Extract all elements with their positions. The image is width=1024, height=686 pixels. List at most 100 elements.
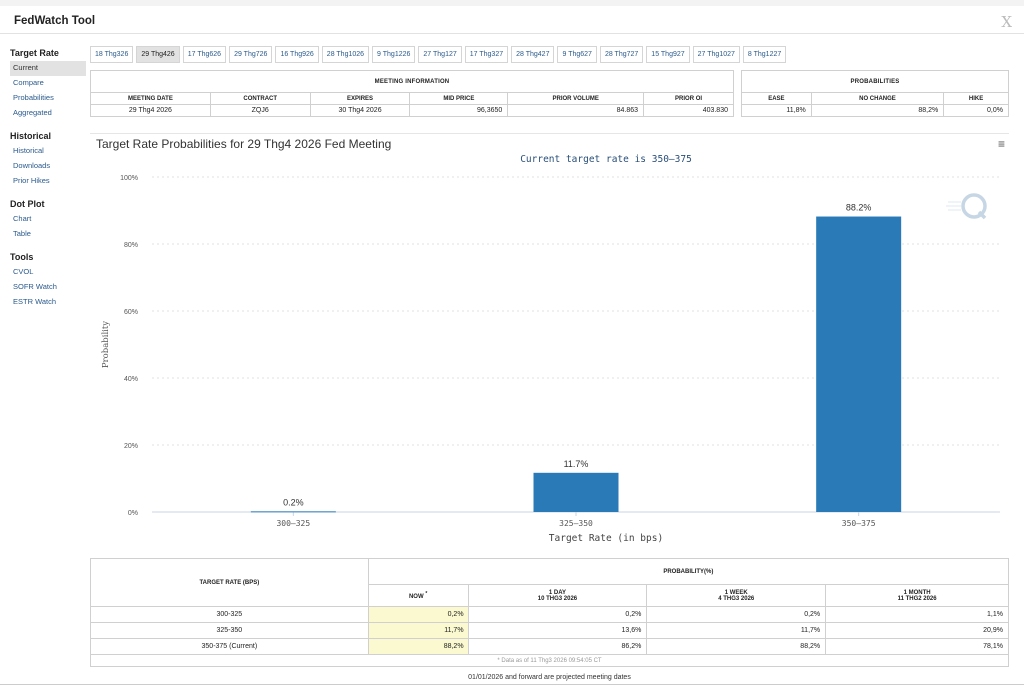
week-cell: 11,7% bbox=[646, 622, 827, 639]
y-tick-label: 0% bbox=[128, 510, 138, 517]
meeting-date-tabs: 18 Thg326 29 Thg426 17 Thg626 29 Thg726 16 T… bbox=[90, 46, 787, 63]
y-tick-label: 60% bbox=[124, 309, 138, 316]
meeting-date-tab[interactable]: 8 Thg1227 bbox=[742, 46, 787, 63]
sidebar-item-cvol[interactable]: CVOL bbox=[13, 267, 34, 276]
month-cell: 20,9% bbox=[825, 622, 1009, 639]
probabilities-table: PROBABILITIES EASE NO CHANGE HIKE 11,8% … bbox=[741, 70, 1009, 117]
rate-cell: 300-325 bbox=[90, 606, 369, 623]
col-no-change: NO CHANGE bbox=[810, 92, 945, 105]
probability-history-table: TARGET RATE (BPS) PROBABILITY(%) NOW * 1… bbox=[90, 558, 1010, 667]
col-mid-price: MID PRICE bbox=[409, 92, 509, 105]
sidebar-item-chart[interactable]: Chart bbox=[13, 214, 32, 223]
data-as-of-note: * Data as of 11 Thg3 2026 09:54:05 CT bbox=[90, 654, 1009, 667]
meeting-date-tab[interactable]: 17 Thg626 bbox=[182, 46, 227, 63]
col-hike: HIKE bbox=[943, 92, 1009, 105]
ease-value: 11,8% bbox=[741, 104, 812, 117]
meeting-date-tab[interactable]: 15 Thg927 bbox=[646, 46, 690, 63]
meeting-date-tab[interactable]: 17 Thg327 bbox=[464, 46, 509, 63]
y-tick-label: 40% bbox=[124, 376, 138, 383]
x-tick-label: 350–375 bbox=[842, 519, 876, 528]
col-contract: CONTRACT bbox=[209, 92, 311, 105]
data-label: 88.2% bbox=[846, 203, 872, 213]
rate-cell: 350-375 (Current) bbox=[90, 638, 369, 655]
sidebar-item-probabilities[interactable]: Probabilities bbox=[13, 93, 54, 102]
hike-value: 0,0% bbox=[943, 104, 1009, 117]
y-tick-label: 100% bbox=[120, 175, 138, 182]
col-1-week-label: 1 WEEK bbox=[724, 589, 748, 596]
sidebar-item-current[interactable]: Current bbox=[10, 61, 86, 76]
table-row: 350-375 (Current) 88,2% 86,2% 88,2% 78,1… bbox=[90, 638, 1009, 655]
data-label: 0.2% bbox=[283, 497, 304, 507]
sidebar-item-table[interactable]: Table bbox=[13, 229, 31, 238]
week-cell: 88,2% bbox=[646, 638, 827, 655]
bar-325–350 bbox=[533, 472, 619, 512]
probability-header: PROBABILITY(%) bbox=[367, 558, 1010, 585]
meeting-date-value: 29 Thg4 2026 bbox=[90, 104, 211, 117]
bottom-divider bbox=[0, 684, 1024, 685]
hamburger-menu-icon[interactable]: ≡ bbox=[997, 137, 1005, 151]
sidebar-item-historical[interactable]: Historical bbox=[13, 146, 44, 155]
meeting-date-tab[interactable]: 28 Thg1026 bbox=[321, 46, 370, 63]
now-cell: 11,7% bbox=[367, 622, 469, 639]
chart-subtitle: Current target rate is 350–375 bbox=[520, 154, 692, 165]
meeting-date-tab[interactable]: 29 Thg426 bbox=[136, 46, 180, 63]
meeting-information-title: MEETING INFORMATION bbox=[90, 70, 734, 93]
meeting-date-tab[interactable]: 27 Thg1027 bbox=[692, 46, 740, 63]
sidebar: Target Rate Current Compare Probabilities Ag… bbox=[10, 48, 86, 310]
sidebar-item-aggregated[interactable]: Aggregated bbox=[13, 108, 52, 117]
sidebar-heading: Historical bbox=[10, 131, 52, 141]
close-icon[interactable]: X bbox=[1001, 13, 1012, 31]
x-axis-title: Target Rate (in bps) bbox=[549, 533, 663, 544]
col-expires: EXPIRES bbox=[309, 92, 411, 105]
y-tick-label: 20% bbox=[124, 443, 138, 450]
probability-bar-chart: 0% 20% 40% 60% 80% 100% 0.2% 300–325 11.7% 325–35… bbox=[101, 154, 1000, 544]
col-1-week: 1 WEEK 4 THG3 2026 bbox=[646, 584, 827, 607]
app-title: FedWatch Tool bbox=[14, 15, 96, 27]
sidebar-heading: Tools bbox=[10, 252, 34, 262]
quikstrike-q-logo bbox=[946, 193, 987, 220]
meeting-information-table: MEETING INFORMATION MEETING DATE CONTRAC… bbox=[90, 70, 734, 117]
meeting-date-tab[interactable]: 27 Thg127 bbox=[418, 46, 462, 63]
expires-value: 30 Thg4 2026 bbox=[309, 104, 411, 117]
meeting-date-tab[interactable]: 16 Thg926 bbox=[275, 46, 319, 63]
chart-area: 0% 20% 40% 60% 80% 100% 0.2% 300–325 11.7% 325–35… bbox=[90, 133, 1009, 558]
week-cell: 0,2% bbox=[646, 606, 827, 623]
sidebar-heading: Dot Plot bbox=[10, 199, 45, 209]
y-tick-label: 80% bbox=[124, 242, 138, 249]
sidebar-item-sofr-watch[interactable]: SOFR Watch bbox=[13, 282, 57, 291]
col-prior-volume: PRIOR VOLUME bbox=[507, 92, 645, 105]
meeting-date-tab[interactable]: 9 Thg1226 bbox=[372, 46, 416, 63]
now-cell: 0,2% bbox=[367, 606, 469, 623]
no-change-value: 88,2% bbox=[810, 104, 945, 117]
month-cell: 1,1% bbox=[825, 606, 1009, 623]
col-now: NOW * bbox=[367, 584, 469, 607]
bar-350–375 bbox=[816, 216, 902, 512]
prior-volume-value: 84.863 bbox=[507, 104, 645, 117]
contract-value: ZQJ6 bbox=[209, 104, 311, 117]
bar-300–325 bbox=[250, 511, 336, 513]
sidebar-item-estr-watch[interactable]: ESTR Watch bbox=[13, 297, 57, 306]
x-tick-label: 325–350 bbox=[559, 519, 593, 528]
app-header: FedWatch Tool X bbox=[0, 6, 1024, 34]
col-now-label: NOW bbox=[408, 594, 424, 600]
table-row: 325-350 11,7% 13,6% 11,7% 20,9% bbox=[90, 622, 1009, 639]
sidebar-item-prior-hikes[interactable]: Prior Hikes bbox=[13, 176, 50, 185]
meeting-date-tab[interactable]: 9 Thg627 bbox=[557, 46, 597, 63]
day-cell: 86,2% bbox=[467, 638, 648, 655]
mid-price-value: 96,3650 bbox=[409, 104, 509, 117]
now-cell: 88,2% bbox=[367, 638, 469, 655]
table-row: 300-325 0,2% 0,2% 0,2% 1,1% bbox=[90, 606, 1009, 623]
sidebar-item-downloads[interactable]: Downloads bbox=[13, 161, 51, 170]
sidebar-item-compare[interactable]: Compare bbox=[13, 78, 44, 87]
month-cell: 78,1% bbox=[825, 638, 1009, 655]
meeting-date-tab[interactable]: 28 Thg727 bbox=[599, 46, 644, 63]
y-axis-title: Probability bbox=[101, 321, 111, 368]
meeting-date-tab[interactable]: 18 Thg326 bbox=[90, 46, 134, 63]
projected-dates-note: 01/01/2026 and forward are projected mee… bbox=[468, 674, 631, 681]
day-cell: 13,6% bbox=[467, 622, 648, 639]
col-1-day: 1 DAY 10 THG3 2026 bbox=[467, 584, 648, 607]
meeting-date-tab[interactable]: 28 Thg427 bbox=[511, 46, 555, 63]
day-cell: 0,2% bbox=[467, 606, 648, 623]
meeting-date-tab[interactable]: 29 Thg726 bbox=[229, 46, 273, 63]
col-now-mark: * bbox=[425, 591, 428, 597]
